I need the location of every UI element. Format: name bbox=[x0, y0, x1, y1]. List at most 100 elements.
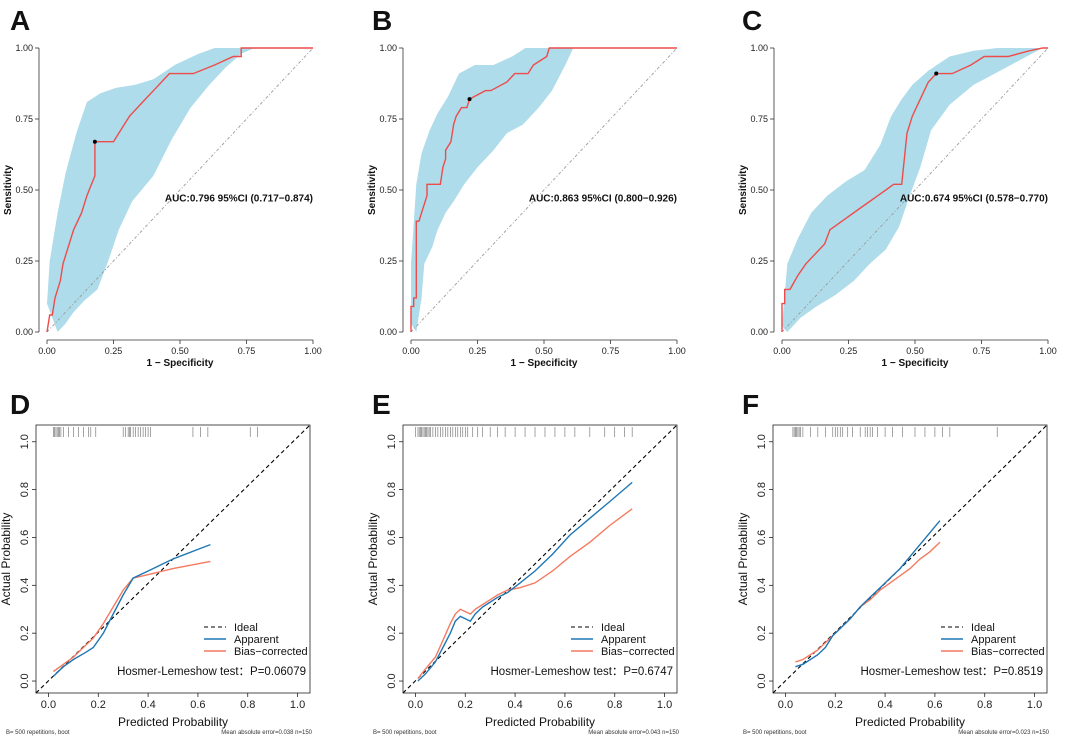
x-tick-label: 0.25 bbox=[840, 346, 858, 356]
footer-left: B= 500 repetitions, boot bbox=[373, 730, 437, 736]
y-tick-label: 0.50 bbox=[15, 185, 33, 195]
x-axis-label: Predicted Probability bbox=[855, 715, 965, 729]
y-axis-label: Actual Probability bbox=[736, 513, 750, 606]
y-axis-label: Actual Probability bbox=[0, 513, 13, 606]
x-tick-label: 1.0 bbox=[657, 699, 672, 711]
y-tick-label: 0.8 bbox=[756, 482, 768, 497]
x-axis-label: Predicted Probability bbox=[485, 715, 595, 729]
y-tick-label: 0.25 bbox=[15, 256, 33, 266]
y-tick-label: 1.00 bbox=[15, 43, 33, 53]
rug bbox=[792, 427, 998, 437]
y-tick-label: 0.0 bbox=[756, 673, 768, 688]
panel-c: C 0.00 0.25 0.50 0.75 1.00 0.00 0.25 0.50 0.75 1.0… bbox=[738, 5, 1057, 369]
threshold-point bbox=[934, 71, 939, 76]
y-tick-label: 1.00 bbox=[379, 43, 397, 53]
y-tick-label: 0.0 bbox=[386, 673, 398, 688]
y-tick-label: 0.8 bbox=[19, 482, 31, 497]
roc-curve bbox=[410, 47, 677, 332]
x-tick-label: 0.8 bbox=[977, 699, 992, 711]
y-tick-label: 0.4 bbox=[386, 578, 398, 593]
rug bbox=[53, 427, 258, 437]
panel-label: E bbox=[372, 389, 391, 420]
x-tick-label: 0.4 bbox=[877, 699, 892, 711]
y-tick-label: 0.0 bbox=[19, 673, 31, 688]
y-tick-label: 0.75 bbox=[379, 114, 397, 124]
x-tick-label: 0.6 bbox=[190, 699, 205, 711]
x-tick-label: 0.4 bbox=[140, 699, 155, 711]
panel-a: A 0.00 0.25 0.50 0.75 1.00 0.00 0.25 0.50 0.75 1.0… bbox=[3, 5, 322, 369]
x-tick-label: 0.50 bbox=[535, 346, 553, 356]
ideal-line bbox=[402, 424, 678, 694]
x-tick-label: 0.8 bbox=[607, 699, 622, 711]
rug bbox=[415, 427, 633, 437]
y-tick-label: 0.25 bbox=[379, 256, 397, 266]
y-axis-label: Sensitivity bbox=[738, 165, 749, 215]
threshold-point bbox=[92, 139, 97, 144]
y-tick-label: 1.0 bbox=[386, 434, 398, 449]
y-tick-label: 0.6 bbox=[756, 530, 768, 545]
panel-label: D bbox=[10, 389, 30, 420]
x-tick-label: 0.0 bbox=[408, 699, 423, 711]
legend-ideal-label: Ideal bbox=[971, 622, 995, 634]
legend-bias-corrected-label: Bias−corrected bbox=[601, 646, 675, 658]
panel-label: C bbox=[742, 5, 762, 36]
y-axis: 0.00 0.25 0.50 0.75 1.00 bbox=[750, 43, 775, 337]
panel-b: B 0.00 0.25 0.50 0.75 1.00 0.00 0.25 0.50 0.75 1.0… bbox=[367, 5, 686, 369]
y-axis: 0.0 0.2 0.4 0.6 0.8 1.0 bbox=[19, 434, 36, 689]
legend-bias-corrected-label: Bias−corrected bbox=[234, 646, 308, 658]
plot-frame bbox=[402, 424, 678, 694]
y-tick-label: 0.8 bbox=[386, 482, 398, 497]
footer-left: B= 500 repetitions, boot bbox=[743, 730, 807, 736]
y-axis-label: Actual Probability bbox=[366, 513, 380, 606]
x-tick-label: 1.00 bbox=[1039, 346, 1057, 356]
reference-diagonal bbox=[46, 47, 314, 333]
y-axis: 0.0 0.2 0.4 0.6 0.8 1.0 bbox=[756, 434, 773, 689]
y-tick-label: 0.75 bbox=[750, 114, 768, 124]
hosmer-lemeshow-annotation: Hosmer-Lemeshow test：P=0.8519 bbox=[861, 666, 1044, 678]
auc-annotation: AUC:0.796 95%CI (0.717−0.874) bbox=[165, 193, 313, 204]
y-tick-label: 0.00 bbox=[15, 327, 33, 337]
y-tick-label: 0.00 bbox=[379, 327, 397, 337]
y-axis-label: Sensitivity bbox=[367, 165, 378, 215]
panel-label: B bbox=[372, 5, 392, 36]
y-axis: 0.00 0.25 0.50 0.75 1.00 bbox=[15, 43, 40, 337]
x-tick-label: 0.8 bbox=[240, 699, 255, 711]
x-tick-label: 0.75 bbox=[973, 346, 991, 356]
y-tick-label: 0.4 bbox=[756, 578, 768, 593]
apparent-curve bbox=[52, 543, 211, 677]
y-tick-label: 0.2 bbox=[19, 626, 31, 641]
y-tick-label: 1.00 bbox=[750, 43, 768, 53]
x-tick-label: 1.0 bbox=[1027, 699, 1042, 711]
x-axis: 0.0 0.2 0.4 0.6 0.8 1.0 bbox=[408, 693, 672, 711]
x-axis: 0.00 0.25 0.50 0.75 1.00 bbox=[38, 339, 322, 356]
x-axis-label: Predicted Probability bbox=[118, 715, 228, 729]
x-tick-label: 0.2 bbox=[458, 699, 473, 711]
x-axis-label: 1 − Specificity bbox=[882, 358, 949, 369]
x-tick-label: 1.00 bbox=[668, 346, 686, 356]
x-axis-label: 1 − Specificity bbox=[147, 358, 214, 369]
x-tick-label: 0.00 bbox=[38, 346, 56, 356]
bias-corrected-curve bbox=[52, 560, 211, 673]
footer-right: Mean absolute error=0.043 n=150 bbox=[588, 730, 679, 736]
x-axis: 0.0 0.2 0.4 0.6 0.8 1.0 bbox=[778, 693, 1042, 711]
y-tick-label: 0.6 bbox=[19, 530, 31, 545]
x-tick-label: 0.0 bbox=[778, 699, 793, 711]
panel-d: D 0.0 0.2 0.4 0.6 0.8 1.0 0.0 0.2 0.4 0.6 0.8 1.0 Pre… bbox=[0, 389, 313, 736]
x-axis: 0.00 0.25 0.50 0.75 1.00 bbox=[773, 339, 1057, 356]
x-tick-label: 0.25 bbox=[105, 346, 123, 356]
panel-label: F bbox=[742, 389, 759, 420]
footer-right: Mean absolute error=0.038 n=150 bbox=[221, 730, 312, 736]
threshold-point bbox=[467, 97, 472, 102]
roc-curve bbox=[46, 47, 313, 333]
apparent-curve bbox=[795, 520, 941, 668]
y-tick-label: 0.75 bbox=[15, 114, 33, 124]
reference-diagonal bbox=[781, 47, 1049, 333]
legend-ideal-label: Ideal bbox=[601, 622, 625, 634]
bias-corrected-curve bbox=[795, 541, 941, 663]
y-tick-label: 0.50 bbox=[750, 185, 768, 195]
y-tick-label: 0.00 bbox=[750, 327, 768, 337]
legend-ideal-label: Ideal bbox=[234, 622, 258, 634]
